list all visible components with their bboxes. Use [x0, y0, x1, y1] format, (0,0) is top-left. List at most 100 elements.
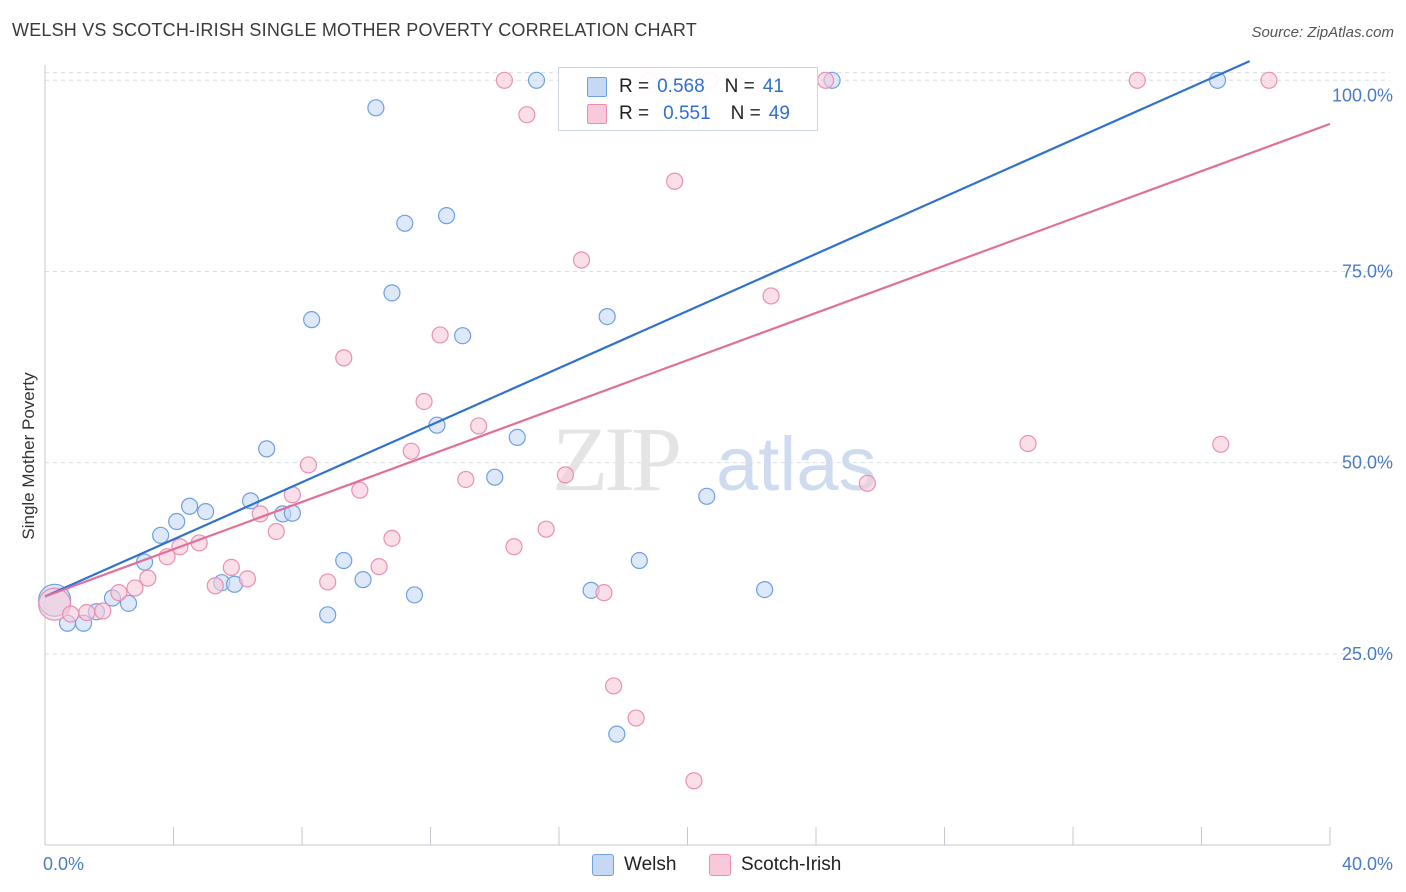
scotch-irish-point — [383, 529, 401, 547]
y-tick-label: 100.0% — [1332, 85, 1393, 105]
welsh-swatch — [587, 77, 607, 97]
welsh-point — [698, 487, 716, 505]
n-value: 49 — [768, 103, 790, 124]
welsh-point — [527, 71, 546, 89]
welsh-point — [168, 512, 186, 531]
welsh-point — [152, 526, 170, 544]
scotch-irish-legend-swatch — [709, 854, 731, 876]
scotch-irish-point — [94, 602, 112, 620]
welsh-point — [319, 606, 337, 624]
legend-row-scotch-irish: R = 0.551 N = 49 — [619, 101, 796, 127]
scotch-irish-point — [666, 172, 684, 190]
scotch-irish-point — [572, 251, 591, 269]
scotch-irish-point — [537, 520, 555, 538]
welsh-legend-label: Welsh — [624, 854, 677, 875]
scotch-irish-point — [335, 349, 353, 367]
welsh-point — [303, 311, 321, 329]
source-label: Source: ZipAtlas.com — [1251, 24, 1394, 41]
scotch-irish-point — [627, 709, 645, 727]
scotch-irish-point — [222, 558, 240, 577]
scotch-irish-point — [351, 481, 369, 499]
welsh-point — [180, 497, 199, 515]
welsh-trend-line — [44, 60, 1251, 598]
welsh-point — [630, 551, 648, 570]
welsh-legend-swatch — [592, 854, 614, 876]
scotch-irish-point — [505, 538, 523, 556]
welsh-point — [383, 284, 401, 302]
scotch-irish-point — [139, 569, 157, 587]
scotch-irish-legend-label: Scotch-Irish — [741, 854, 842, 875]
scotch-irish-point — [78, 603, 96, 622]
scotch-irish-point — [595, 584, 613, 602]
scotch-irish-point — [556, 466, 575, 484]
scotch-irish-point — [238, 570, 256, 588]
n-label: N = — [724, 76, 755, 97]
scotch-irish-point — [267, 522, 285, 541]
welsh-point — [437, 207, 456, 225]
scotch-irish-point — [470, 417, 488, 435]
scotch-irish-swatch — [587, 104, 607, 124]
bottom-legend-scotch-irish: Scotch-Irish — [709, 852, 841, 878]
welsh-point — [454, 327, 472, 345]
welsh-point — [755, 580, 774, 599]
y-tick-label: 75.0% — [1342, 261, 1393, 281]
x-tick-label: 0.0% — [43, 854, 84, 874]
scotch-irish-point — [457, 470, 475, 489]
scotch-irish-point — [518, 106, 536, 124]
n-value: 41 — [762, 76, 784, 97]
scotch-irish-point — [1019, 434, 1037, 453]
y-tick-label: 50.0% — [1342, 453, 1393, 473]
bottom-legend-welsh: Welsh — [592, 852, 676, 878]
legend-row-welsh: R = 0.568 N = 41 — [619, 74, 790, 100]
scotch-irish-point — [495, 71, 513, 89]
r-label: R = — [619, 103, 650, 124]
scotch-irish-point — [299, 456, 318, 474]
welsh-point — [486, 468, 504, 486]
trend-lines — [44, 60, 1331, 598]
r-value: 0.568 — [657, 76, 705, 97]
welsh-point — [335, 551, 353, 570]
welsh-point — [405, 586, 424, 604]
scotch-irish-point — [605, 677, 623, 695]
scotch-irish-point — [126, 579, 144, 597]
welsh-point — [608, 725, 626, 743]
axes — [44, 65, 1331, 846]
y-tick-label: 25.0% — [1342, 644, 1393, 664]
watermark: ZIP atlas — [552, 408, 877, 510]
scotch-irish-point — [1260, 71, 1278, 89]
r-label: R = — [619, 76, 650, 97]
welsh-point — [598, 307, 616, 326]
welsh-point — [197, 502, 215, 521]
scotch-irish-point — [370, 558, 388, 576]
scotch-irish-point — [817, 71, 835, 89]
x-tick-label: 40.0% — [1342, 854, 1393, 874]
welsh-point — [396, 214, 414, 232]
scotch-irish-point — [110, 584, 128, 602]
welsh-point — [367, 99, 385, 117]
welsh-point — [354, 571, 372, 589]
welsh-point — [258, 440, 276, 458]
scotch-irish-point — [762, 287, 780, 305]
stats-legend: R = 0.568 N = 41 R = 0.551 N = 49 — [558, 67, 818, 131]
grid-lines — [45, 72, 1390, 655]
r-value: 0.551 — [663, 103, 711, 124]
scotch-irish-point — [319, 573, 337, 591]
chart-title: WELSH VS SCOTCH-IRISH SINGLE MOTHER POVE… — [12, 20, 697, 40]
scotch-irish-point — [431, 326, 449, 344]
scotch-irish-point — [62, 605, 80, 623]
watermark-zip: ZIP — [552, 408, 679, 510]
y-axis-label: Single Mother Poverty — [19, 372, 38, 540]
scotch-irish-point — [1128, 71, 1146, 89]
scotch-irish-point — [206, 577, 224, 595]
welsh-point — [119, 594, 138, 612]
tick-labels: 25.0% 50.0% 75.0% 100.0% 0.0% 40.0% — [43, 85, 1393, 874]
watermark-atlas: atlas — [716, 422, 877, 507]
scotch-irish-point — [415, 392, 433, 411]
scotch-irish-point — [402, 442, 420, 460]
scotch-irish-point — [685, 772, 703, 790]
n-label: N = — [730, 103, 761, 124]
scotch-irish-point — [858, 474, 877, 492]
welsh-point — [508, 428, 526, 447]
scotch-irish-point — [1212, 435, 1230, 453]
